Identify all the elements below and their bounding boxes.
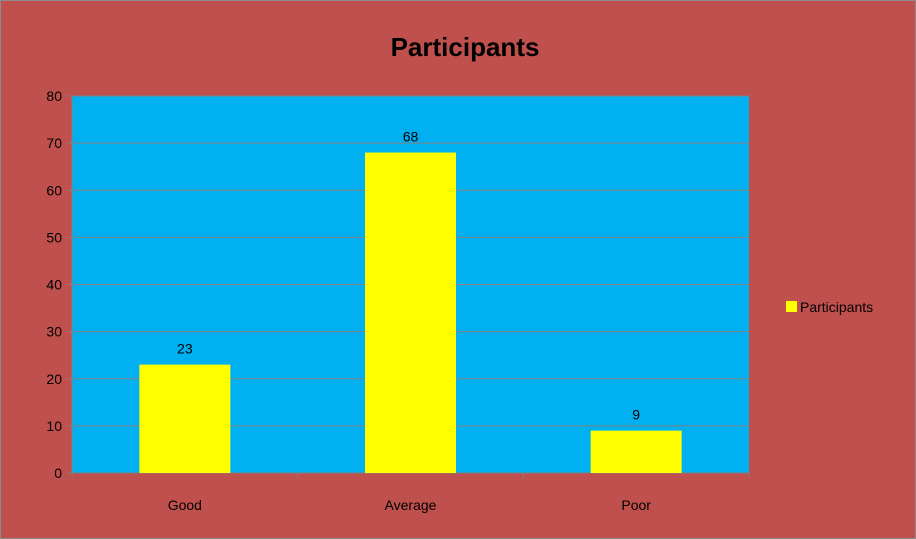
x-category-label-poor: Poor (621, 497, 651, 513)
y-tick-label: 80 (46, 88, 62, 104)
bar-average (365, 152, 456, 474)
y-tick-label: 70 (46, 135, 62, 151)
y-tick-label: 20 (46, 371, 62, 387)
axes: 0 10 20 30 40 50 60 70 80 Good Average Poor (46, 88, 750, 513)
data-label-good: 23 (177, 341, 193, 357)
data-labels: 23 68 9 (177, 129, 640, 423)
y-tick-label: 50 (46, 229, 62, 245)
data-label-poor: 9 (632, 407, 640, 423)
x-category-label-good: Good (168, 497, 202, 513)
y-tick-label: 10 (46, 418, 62, 434)
y-tick-label: 40 (46, 277, 62, 293)
bar-good (139, 364, 231, 473)
bar-poor (590, 430, 682, 473)
legend: Participants (786, 299, 873, 315)
x-category-label-average: Average (385, 497, 437, 513)
bars (139, 152, 682, 474)
chart-title: Participants (391, 32, 540, 62)
y-tick-label: 30 (46, 324, 62, 340)
y-tick-label: 60 (46, 182, 62, 198)
data-label-average: 68 (403, 129, 419, 145)
legend-label-participants: Participants (800, 299, 873, 315)
legend-swatch-participants (786, 301, 797, 312)
y-tick-label: 0 (54, 465, 62, 481)
